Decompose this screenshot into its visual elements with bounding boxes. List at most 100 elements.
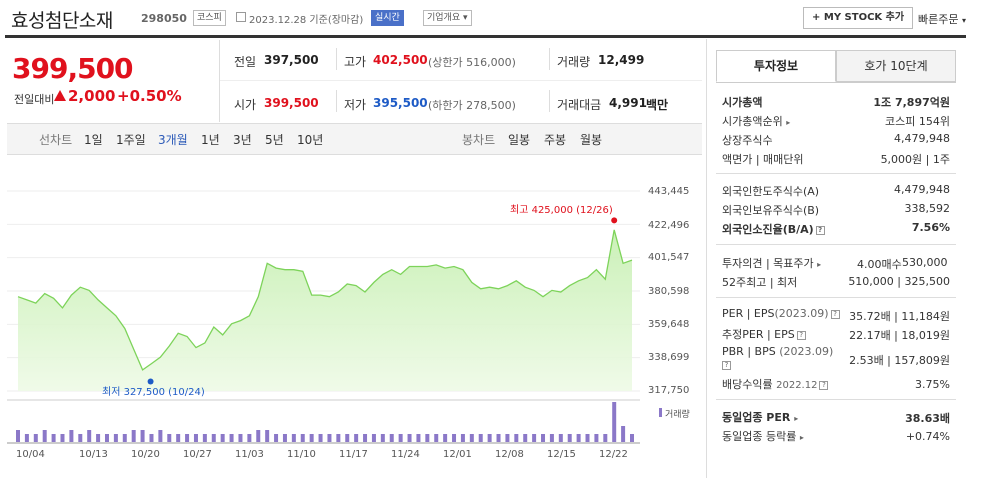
pbr-row[interactable]: PBR | BPS (2023.09)? [722,345,833,371]
cap-rank-label: 시가총액순위 [722,115,783,128]
period-5y[interactable]: 5년 [265,133,284,147]
div-value: 3.75% [915,378,950,391]
mystock-add-button[interactable]: + MY STOCK 추가 [803,7,914,29]
help-icon[interactable]: ? [830,310,840,319]
volume-bar [452,434,457,442]
chevron-down-icon: ▾ [961,16,966,25]
help-icon[interactable]: ? [815,226,825,235]
volume-bar [576,434,581,442]
volume-bar [309,434,314,442]
current-price: 399,500 [12,52,134,85]
help-icon[interactable]: ? [819,381,829,390]
volume-bar [69,430,74,442]
open-value: 399,500 [264,96,319,110]
volume-bar [140,430,145,442]
div-row[interactable]: 배당수익률 2022.12? [722,376,829,392]
x-tick: 10/13 [79,449,108,460]
volume-bar [176,434,181,442]
period-3y[interactable]: 3년 [233,133,252,147]
change-label: 전일대비 [14,93,55,106]
volume-bar [434,434,439,442]
volume-bar [220,434,225,442]
x-tick: 10/27 [183,449,212,460]
low-marker [147,378,154,385]
chevron-down-icon: ▾ [463,13,468,23]
divider [549,48,550,70]
line-chart-label: 선차트 [39,133,73,147]
company-overview-label: 기업개요 [427,13,461,23]
volume-bar [274,434,279,442]
divider [549,90,550,112]
help-icon[interactable]: ? [796,331,806,340]
w52-label: 52주최고 | 최저 [722,276,798,289]
opinion-value: 4.00매수 [857,258,902,271]
volume-bar [167,434,172,442]
period-10y[interactable]: 10년 [297,133,324,147]
mystock-add-label: MY STOCK 추가 [823,12,905,23]
per-value: 35.72배 | 11,184원 [849,310,950,323]
high-annotation: 최고 425,000 (12/26) [510,205,613,216]
volume-bar [122,434,127,442]
candle-daily[interactable]: 일봉 [508,133,531,147]
ind-per-row[interactable]: 동일업종 PER ▸ [722,409,798,425]
tab-hoga[interactable]: 호가 10단계 [836,50,956,82]
y-tick: 359,648 [648,319,690,330]
foreign-hold-label: 외국인보유주식수(B) [722,204,820,217]
amount-label: 거래대금 [557,98,602,112]
caret-right-icon: ▸ [817,260,822,269]
volume-bar [291,434,296,442]
candle-weekly[interactable]: 주봉 [544,133,567,147]
company-overview-dropdown[interactable]: 기업개요 ▾ [423,10,472,26]
volume-bar [193,434,198,442]
volume-bar [202,434,207,442]
opinion-row[interactable]: 투자의견 | 목표주가 ▸ [722,255,821,271]
per-row[interactable]: PER | EPS(2023.09)? [722,307,840,320]
help-icon[interactable]: ? [722,361,731,370]
x-tick: 12/01 [443,449,472,460]
ind-rate-row[interactable]: 동일업종 등락률 ▸ [722,428,804,444]
volume-bar [371,434,376,442]
est-per-row[interactable]: 추정PER | EPS? [722,326,806,342]
divider [336,90,337,112]
pbr-value: 2.53배 | 157,809원 [849,354,950,367]
volume-bar [78,434,83,442]
volume-bar [523,434,528,442]
lower-limit: (하한가 278,500) [428,99,516,112]
volume-bar [425,434,430,442]
prev-label: 전일 [234,55,257,69]
period-3m[interactable]: 3개월 [158,133,188,147]
realtime-button[interactable]: 실시간 [371,10,404,26]
par-value: 5,000원 | 1주 [880,153,950,166]
volume-bar [33,434,38,442]
y-tick: 401,547 [648,252,690,263]
divider [219,40,220,122]
candle-monthly[interactable]: 월봉 [580,133,603,147]
per-label: PER | EPS [722,307,775,320]
period-1y[interactable]: 1년 [201,133,220,147]
per-period: (2023.09) [774,307,829,320]
market-cap-value: 1조 7,897억원 [873,96,950,109]
header-divider [5,35,966,38]
period-1w[interactable]: 1주일 [116,133,146,147]
volume-bar [24,434,29,442]
caret-right-icon: ▸ [794,414,799,423]
volume-bar [389,434,394,442]
opinion-label: 투자의견 | 목표주가 [722,257,814,270]
volume-bar [354,434,359,442]
foreign-ratio-row[interactable]: 외국인소진율(B/A)? [722,221,825,237]
caret-right-icon: ▸ [786,118,791,127]
volume-bar [185,434,190,442]
amount-value: 4,991 [609,96,647,110]
quick-order-button[interactable]: 빠른주문 ▾ [918,11,966,27]
listed-label: 상장주식수 [722,134,773,147]
cap-rank-row[interactable]: 시가총액순위 ▸ [722,113,790,129]
foreign-limit-value: 4,479,948 [894,183,950,196]
volume-legend-swatch [659,408,662,417]
y-tick: 422,496 [648,220,690,231]
period-1d[interactable]: 1일 [84,133,103,147]
change-value: 2,000 [68,87,116,105]
volume-bar [229,434,234,442]
tab-invest-info[interactable]: 투자정보 [716,50,836,82]
x-tick: 12/15 [547,449,576,460]
volume-bar [380,434,385,442]
